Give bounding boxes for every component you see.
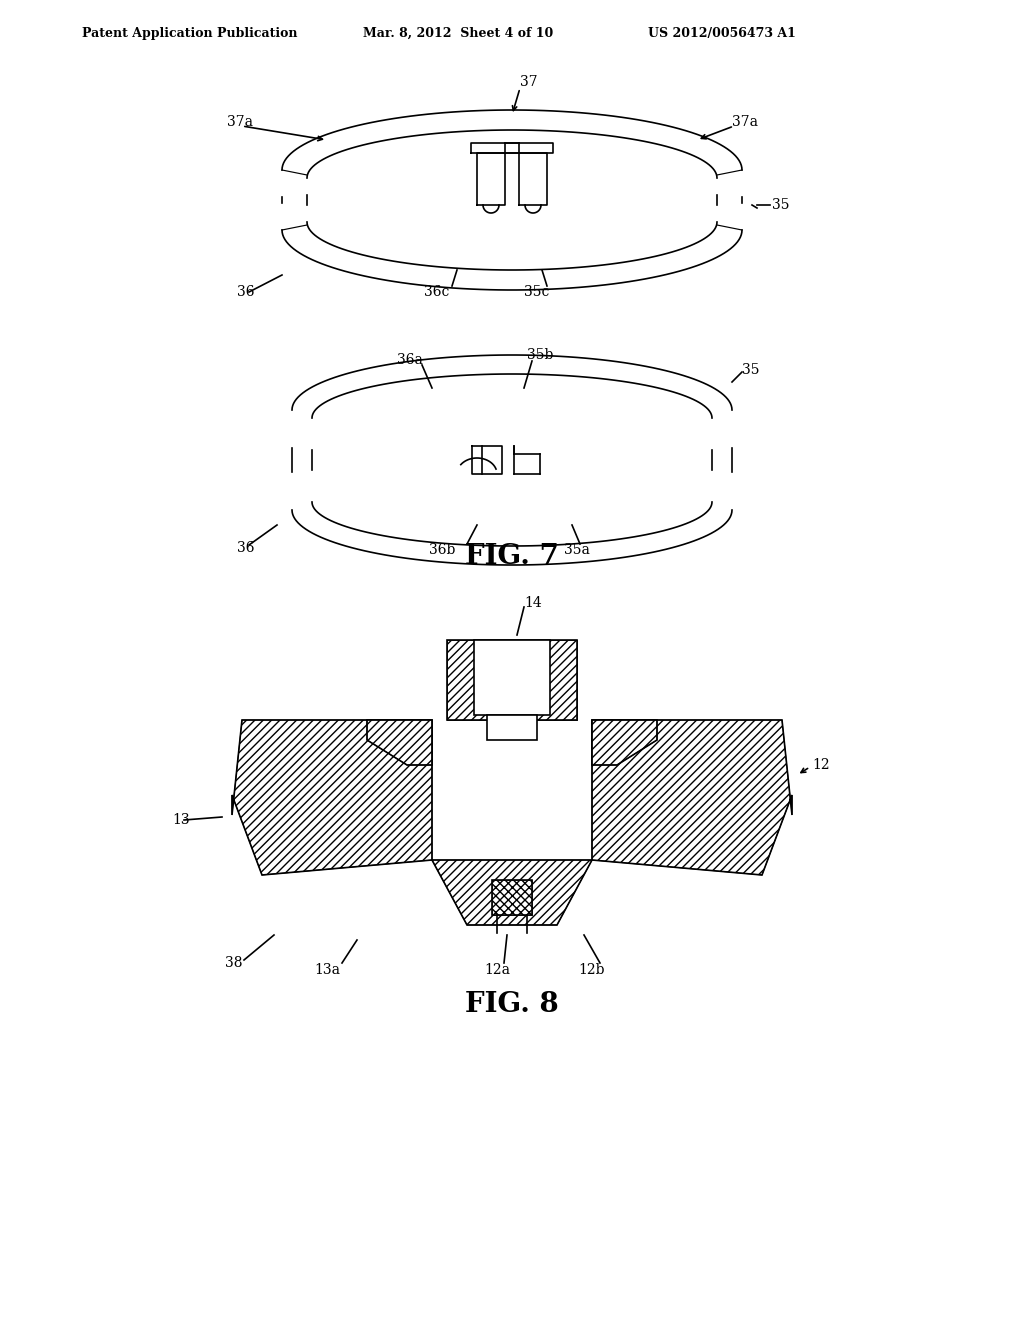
Text: 36b: 36b [429, 543, 456, 557]
Text: 13a: 13a [314, 964, 340, 977]
Text: 36: 36 [237, 541, 255, 554]
Text: 37a: 37a [227, 115, 253, 129]
Polygon shape [232, 719, 432, 875]
Text: 12: 12 [812, 758, 829, 772]
Text: 14: 14 [524, 597, 542, 610]
Text: 36c: 36c [424, 285, 450, 300]
Text: 35a: 35a [564, 543, 590, 557]
Text: 35: 35 [742, 363, 760, 378]
Text: 35b: 35b [527, 348, 553, 362]
Text: FIG. 7: FIG. 7 [465, 544, 559, 570]
Text: 13: 13 [172, 813, 189, 828]
Text: 36a: 36a [397, 352, 423, 367]
Polygon shape [432, 861, 592, 925]
Text: 35: 35 [772, 198, 790, 213]
Polygon shape [367, 719, 432, 766]
Text: 37a: 37a [732, 115, 758, 129]
Text: US 2012/0056473 A1: US 2012/0056473 A1 [648, 26, 796, 40]
Text: 37: 37 [520, 75, 538, 88]
Polygon shape [474, 640, 550, 715]
Polygon shape [592, 719, 792, 875]
Polygon shape [487, 715, 537, 741]
Text: 36: 36 [237, 285, 255, 300]
Text: 38: 38 [224, 956, 242, 970]
Polygon shape [492, 880, 532, 915]
Text: Mar. 8, 2012  Sheet 4 of 10: Mar. 8, 2012 Sheet 4 of 10 [362, 26, 553, 40]
Text: Patent Application Publication: Patent Application Publication [82, 26, 298, 40]
Text: 12b: 12b [579, 964, 605, 977]
Polygon shape [592, 719, 657, 766]
Text: FIG. 8: FIG. 8 [465, 991, 559, 1019]
Text: 12a: 12a [484, 964, 510, 977]
Text: 35c: 35c [524, 285, 550, 300]
Polygon shape [447, 640, 577, 719]
